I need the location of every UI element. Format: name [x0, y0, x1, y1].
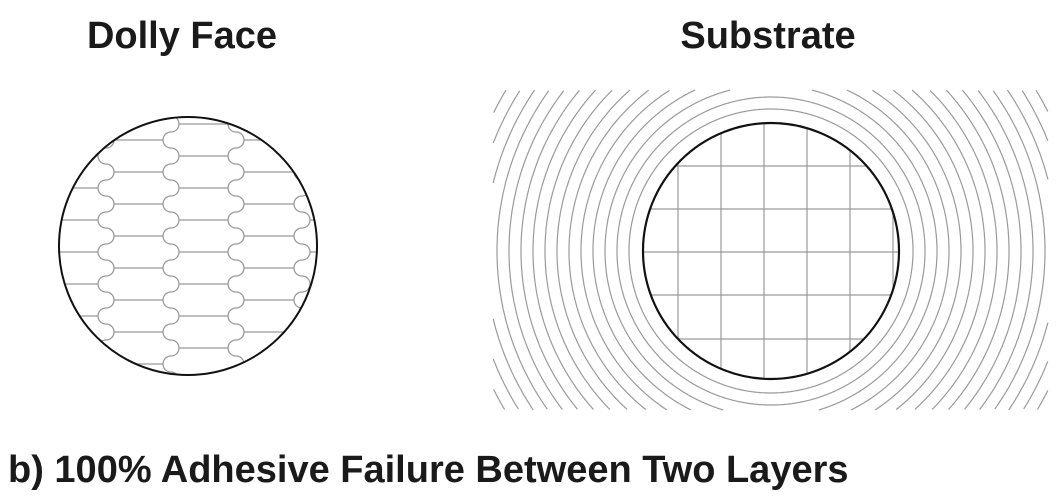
substrate-rings: [492, 89, 1049, 411]
wavy-column: [97, 117, 115, 375]
wavy-column: [162, 117, 180, 375]
wavy-column: [359, 84, 375, 388]
substrate-ring: [520, 89, 1022, 410]
substrate-ring: [544, 90, 998, 410]
substrate-ring: [568, 89, 974, 411]
wavy-column: [227, 117, 245, 375]
wavy-column: [33, 68, 49, 388]
dolly-face-fracture-pattern: [33, 68, 375, 388]
dolly-face-title: Dolly Face: [86, 15, 278, 57]
substrate-ring: [492, 89, 1049, 411]
substrate-ring: [592, 89, 950, 411]
substrate-title: Substrate: [680, 15, 856, 57]
dolly-face-circle: [58, 116, 318, 376]
substrate-face-background: [643, 123, 899, 379]
figure-caption: b) 100% Adhesive Failure Between Two Lay…: [8, 449, 849, 491]
diagram-canvas: [33, 68, 1049, 411]
substrate-ring: [492, 90, 1049, 410]
substrate-ring: [496, 90, 1046, 410]
substrate-ring: [556, 89, 986, 410]
substrate-ring: [604, 89, 938, 411]
substrate-ring: [616, 96, 926, 406]
substrate-ring: [493, 89, 1049, 410]
substrate-circle: [641, 121, 901, 381]
substrate-ring: [580, 89, 962, 411]
wavy-column: [293, 117, 311, 375]
substrate-ring: [508, 90, 1034, 410]
substrate-ring: [628, 108, 914, 394]
substrate-ring: [532, 89, 1010, 410]
